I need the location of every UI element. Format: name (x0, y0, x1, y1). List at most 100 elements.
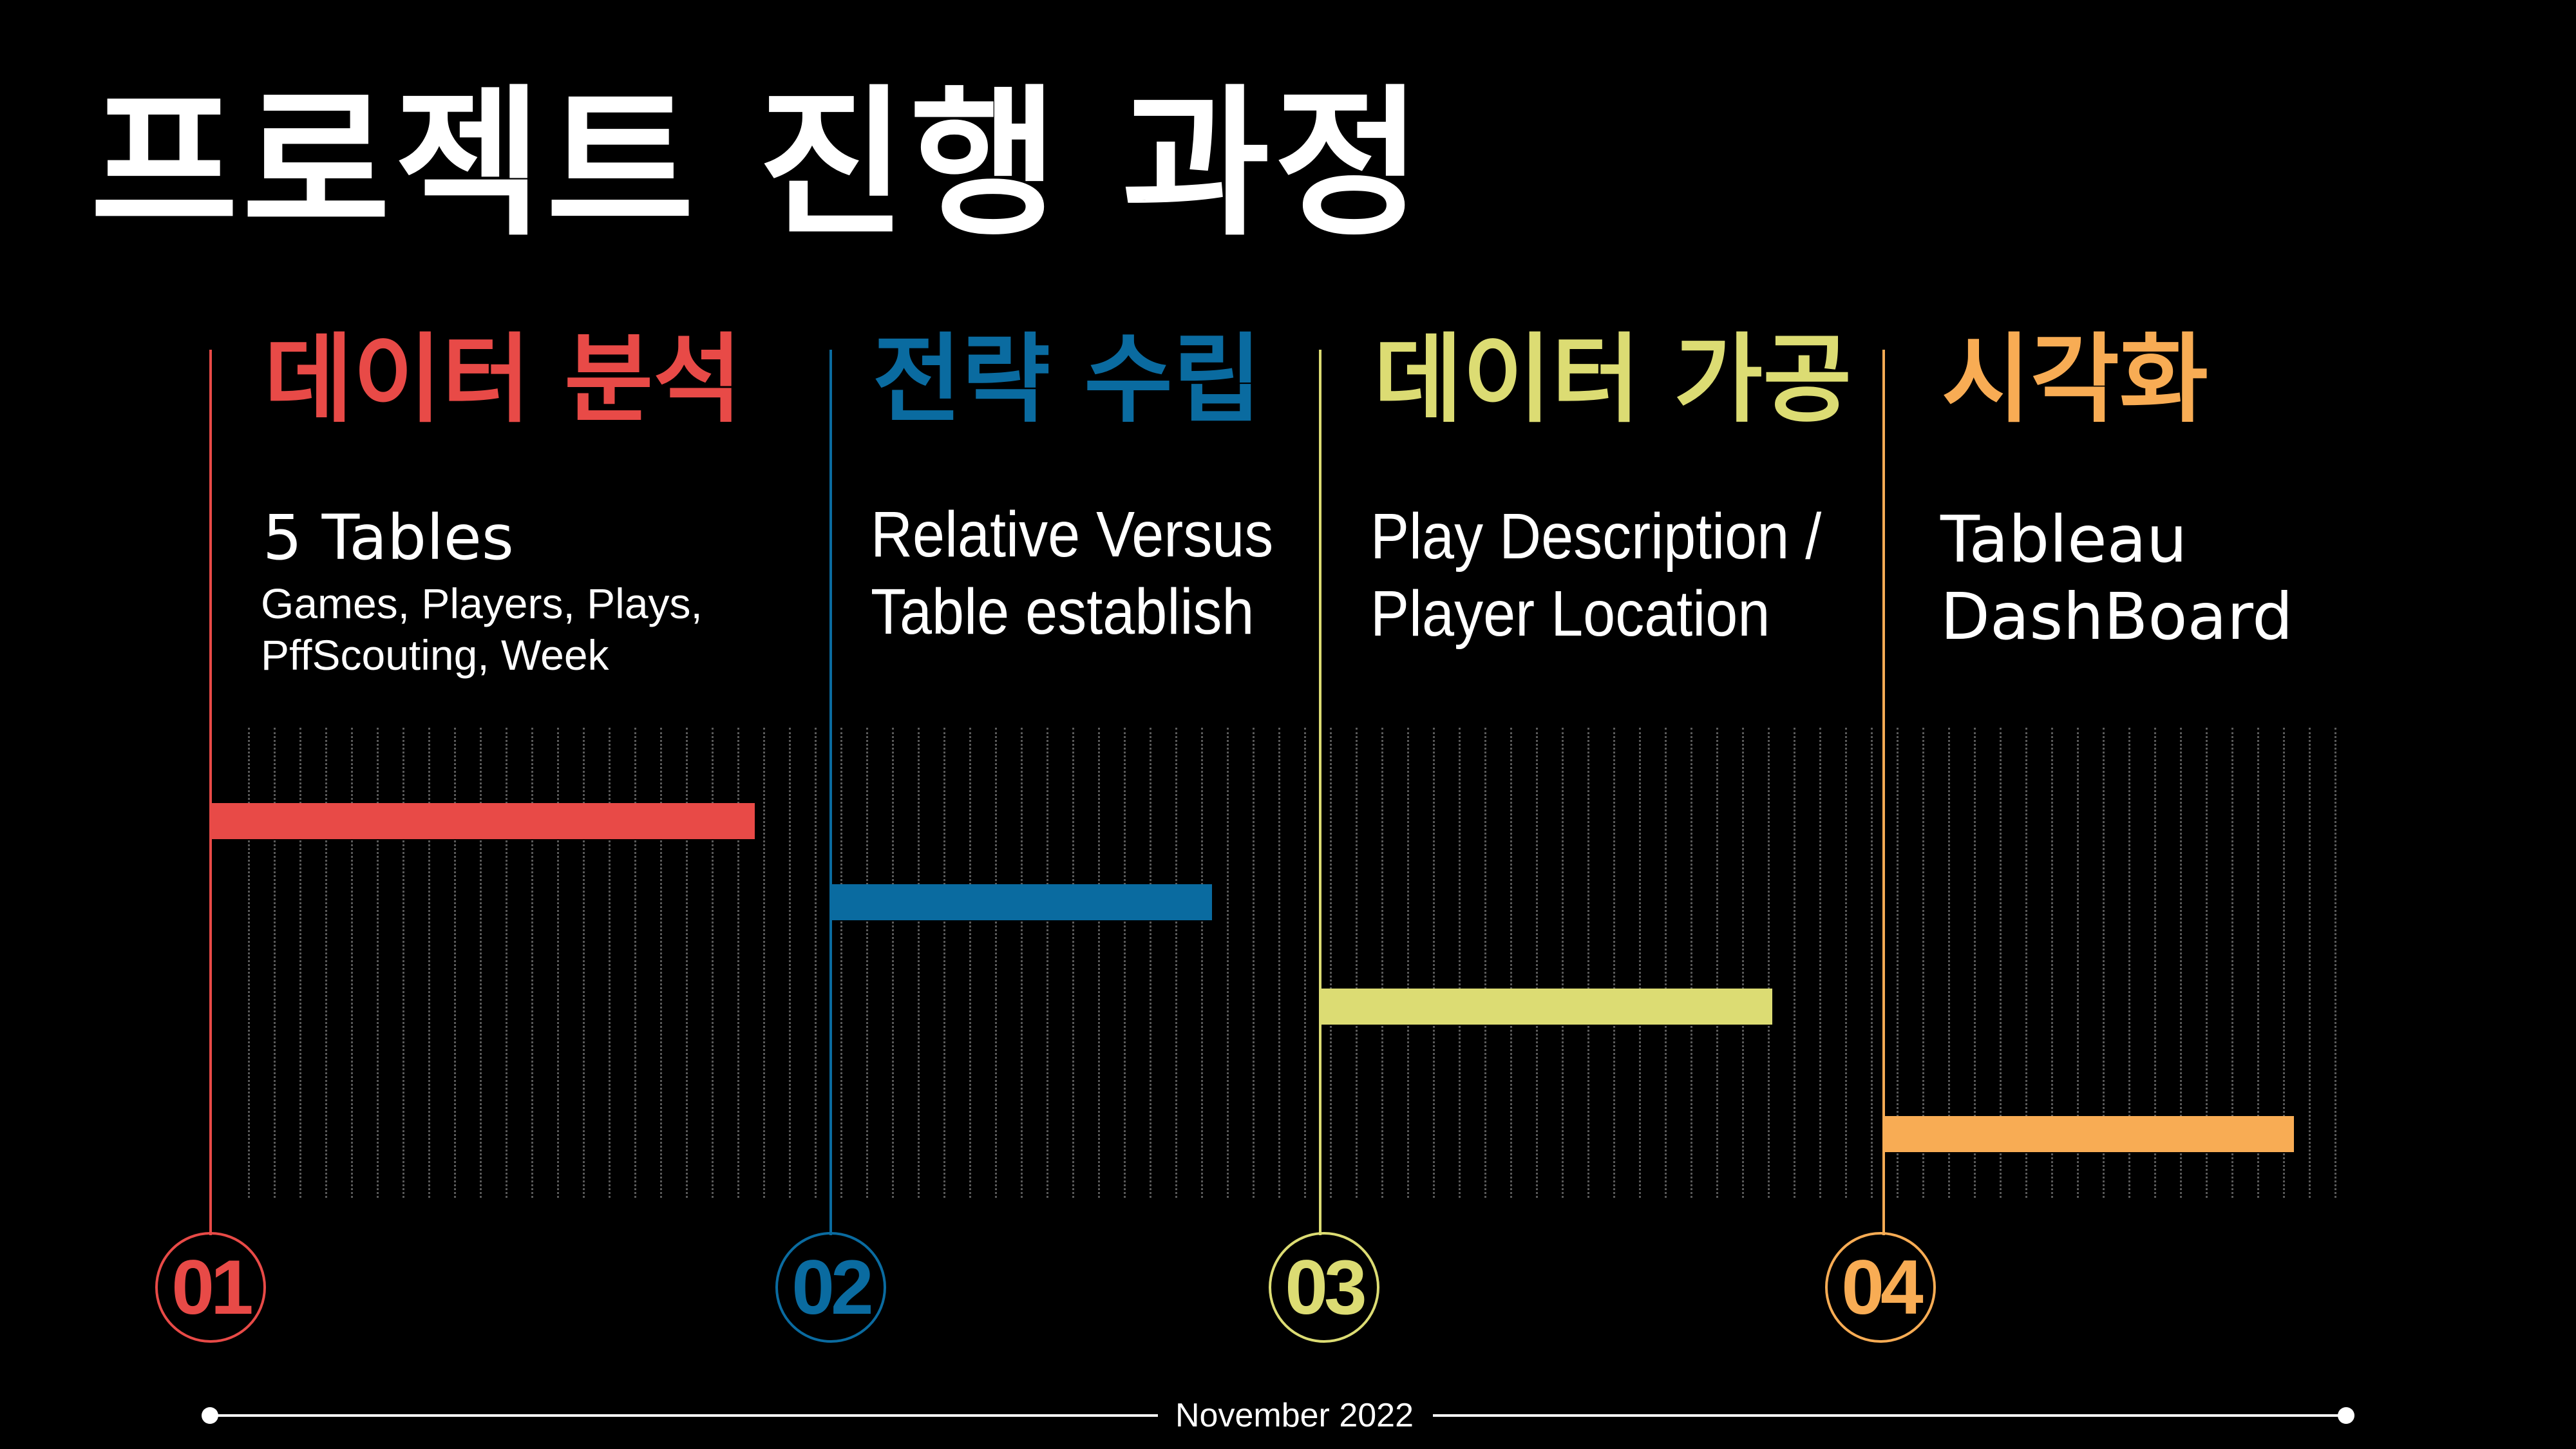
grid-line (1690, 728, 1692, 1198)
grid-line (789, 728, 791, 1198)
phase-4-bar (1884, 1116, 2294, 1152)
grid-line (1871, 728, 1873, 1198)
grid-line (1819, 728, 1821, 1198)
grid-line (737, 728, 739, 1198)
grid-line (1742, 728, 1744, 1198)
grid-line (995, 728, 997, 1198)
grid-line (2283, 728, 2285, 1198)
grid-line (1562, 728, 1564, 1198)
phase-2-desc-2: Table establish (871, 576, 1255, 648)
phase-1-line (209, 350, 212, 1235)
grid-line (815, 728, 817, 1198)
grid-line (1613, 728, 1615, 1198)
grid-line (840, 728, 842, 1198)
grid-line (351, 728, 353, 1198)
grid-line (557, 728, 559, 1198)
grid-line (1304, 728, 1306, 1198)
grid-line (2000, 728, 2002, 1198)
grid-line (1407, 728, 1409, 1198)
grid-line (1845, 728, 1847, 1198)
grid-line (1278, 728, 1280, 1198)
grid-line (454, 728, 456, 1198)
grid-line (2257, 728, 2259, 1198)
grid-line (609, 728, 611, 1198)
grid-line (377, 728, 379, 1198)
grid-line (866, 728, 868, 1198)
phase-3-title: 데이터 가공 (1374, 324, 1852, 436)
phase-2-line (829, 350, 832, 1235)
phase-4-title: 시각화 (1942, 324, 2209, 436)
grid-line (2231, 728, 2233, 1198)
footer-date: November 2022 (1175, 1397, 1414, 1434)
grid-line (634, 728, 636, 1198)
grid-line (969, 728, 971, 1198)
grid-line (1021, 728, 1023, 1198)
grid-line (2051, 728, 2053, 1198)
grid-line (1510, 728, 1512, 1198)
grid-line (1201, 728, 1203, 1198)
grid-line (2025, 728, 2027, 1198)
grid-line (1356, 728, 1358, 1198)
grid-line (1227, 728, 1229, 1198)
grid-line (1716, 728, 1718, 1198)
grid-line (943, 728, 945, 1198)
grid-line (1897, 728, 1899, 1198)
phase-3-desc-2: Player Location (1370, 578, 1770, 650)
grid-line (1433, 728, 1435, 1198)
phase-1-number-badge: 01 (155, 1232, 266, 1343)
grid-line (1175, 728, 1177, 1198)
phase-2-desc-1: Relative Versus (871, 498, 1274, 571)
grid-line (1124, 728, 1126, 1198)
grid-line (1330, 728, 1332, 1198)
grid-line (2309, 728, 2311, 1198)
phase-2-title: 전략 수립 (873, 324, 1262, 436)
phase-1-desc-main: 5 Tables (263, 502, 514, 574)
phase-3-bar (1320, 989, 1772, 1025)
phase-1-desc-sub-1: Games, Players, Plays, (261, 580, 703, 627)
phase-1-bar (211, 803, 755, 839)
grid-line (2128, 728, 2130, 1198)
grid-line (1150, 728, 1151, 1198)
grid-line (686, 728, 688, 1198)
grid-line (1768, 728, 1770, 1198)
phase-3-desc-1: Play Description / (1370, 500, 1822, 573)
grid-line (660, 728, 662, 1198)
grid-line (1253, 728, 1255, 1198)
phase-4-desc-2: DashBoard (1940, 579, 2293, 654)
phase-2-number-badge: 02 (775, 1232, 886, 1343)
grid-line (1098, 728, 1100, 1198)
grid-line (712, 728, 714, 1198)
grid-line (1381, 728, 1383, 1198)
slide-title: 프로젝트 진행 과정 (90, 70, 1426, 258)
phase-3-number-badge: 03 (1269, 1232, 1379, 1343)
grid-line (506, 728, 507, 1198)
grid-line (248, 728, 250, 1198)
grid-line (1974, 728, 1976, 1198)
grid-line (402, 728, 404, 1198)
grid-line (480, 728, 482, 1198)
grid-line (325, 728, 327, 1198)
grid-line (1948, 728, 1950, 1198)
footer-line-right (1433, 1414, 2346, 1417)
phase-1-title: 데이터 분석 (264, 324, 743, 436)
grid-line (274, 728, 276, 1198)
phase-1-desc-sub-2: PffScouting, Week (261, 631, 609, 679)
phase-3-line (1319, 350, 1321, 1235)
grid-line (892, 728, 894, 1198)
grid-line (2334, 728, 2336, 1198)
grid-line (583, 728, 585, 1198)
grid-line (1922, 728, 1924, 1198)
grid-line (1794, 728, 1795, 1198)
phase-4-number-badge: 04 (1825, 1232, 1936, 1343)
grid-line (2103, 728, 2105, 1198)
grid-line (2206, 728, 2208, 1198)
grid-line (918, 728, 920, 1198)
grid-line (1587, 728, 1589, 1198)
phase-4-desc-1: Tableau (1940, 502, 2188, 577)
grid-line (1046, 728, 1048, 1198)
grid-line (1639, 728, 1641, 1198)
footer-line-left (210, 1414, 1158, 1417)
grid-line (2180, 728, 2182, 1198)
grid-line (428, 728, 430, 1198)
grid-line (763, 728, 765, 1198)
